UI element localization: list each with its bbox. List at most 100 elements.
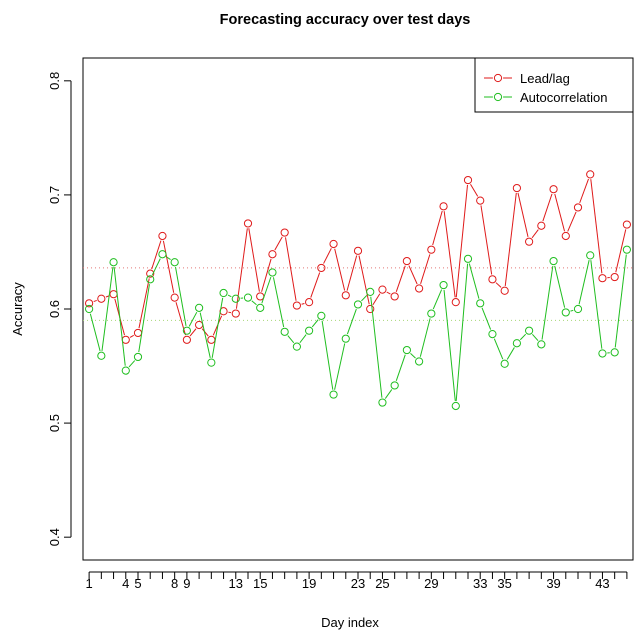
series-0-segment: [105, 295, 110, 298]
series-1-segment: [541, 265, 554, 340]
series-0-point: [598, 274, 607, 283]
series-0-segment: [386, 291, 391, 295]
legend-label: Lead/lag: [520, 71, 570, 86]
series-1-point: [512, 339, 521, 348]
series-1-segment: [151, 258, 161, 276]
series-0-point: [195, 320, 204, 330]
series-0-segment: [274, 236, 283, 251]
x-tick-label: 33: [473, 576, 487, 591]
series-1-point: [561, 308, 570, 317]
series-0-segment: [129, 334, 134, 338]
y-tick-label: 0.6: [47, 300, 62, 318]
series-1-segment: [346, 308, 357, 335]
series-0-point: [158, 231, 167, 241]
mean-lines: [83, 267, 633, 321]
series-0-point: [121, 335, 130, 344]
series-1-point: [390, 381, 399, 390]
series-0-segment: [455, 184, 469, 298]
series-1-segment: [554, 265, 566, 308]
series-1-point: [573, 304, 583, 314]
series-0-point: [439, 202, 448, 211]
series-1-point: [219, 288, 228, 298]
series-1-segment: [199, 312, 211, 358]
series-0-point: [561, 231, 570, 241]
series-0-point: [85, 299, 94, 308]
series-0-segment: [372, 293, 381, 306]
legend: Lead/lag Autocorrelation: [474, 57, 634, 113]
series-1-segment: [272, 277, 285, 328]
series-0-segment: [615, 229, 627, 273]
series-0-point: [451, 298, 460, 307]
series-1-point: [158, 250, 167, 259]
series-1-point: [415, 357, 424, 366]
series-1-point: [622, 245, 631, 254]
series-1: [85, 245, 631, 411]
series-1-segment: [481, 307, 492, 330]
series-0-point: [390, 292, 399, 301]
series-1-segment: [361, 295, 368, 302]
series-1-point: [537, 340, 546, 349]
series-1-point: [353, 300, 363, 309]
series-0-segment: [395, 265, 406, 292]
y-axis-label: Accuracy: [10, 282, 25, 336]
series-0-point: [329, 239, 338, 249]
series-0-point: [476, 196, 485, 205]
series-1-point: [256, 303, 265, 312]
series-1-segment: [311, 319, 319, 328]
series-1-segment: [432, 289, 443, 310]
series-0-point: [280, 228, 289, 237]
series-0-point: [133, 328, 143, 338]
series-1-segment: [166, 256, 171, 260]
series-0-segment: [590, 179, 603, 274]
series-1-point: [85, 304, 94, 314]
series-0-point: [415, 284, 424, 293]
series-1-segment: [287, 335, 295, 344]
series-0-segment: [162, 240, 175, 293]
series-0-segment: [567, 211, 577, 232]
series-1-point: [195, 303, 204, 312]
legend-swatch-point: [493, 73, 503, 83]
series-1-point: [341, 334, 350, 343]
legend-box: [474, 57, 634, 113]
series-1-segment: [455, 263, 469, 402]
series-1-segment: [370, 296, 383, 398]
series-0-segment: [480, 205, 493, 275]
series-0-point: [549, 185, 558, 194]
series-0-segment: [301, 302, 305, 305]
series-1-point: [305, 326, 314, 335]
series-0-point: [427, 245, 436, 254]
series-1-segment: [138, 284, 150, 353]
series-0-point: [317, 263, 326, 273]
series-0-segment: [432, 210, 443, 246]
series-1-segment: [532, 333, 539, 342]
x-tick-label: 35: [497, 576, 511, 591]
y-tick-label: 0.8: [47, 72, 62, 90]
series-0-segment: [408, 265, 418, 285]
series-0-point: [622, 220, 631, 229]
series-0-segment: [310, 272, 321, 298]
x-axis-label: Day index: [321, 615, 379, 630]
x-tick-label: 29: [424, 576, 438, 591]
series-0-point: [366, 304, 375, 314]
series-1-segment: [89, 313, 101, 352]
series-0-point: [256, 292, 265, 301]
series-1-point: [292, 342, 301, 351]
series-1-point: [488, 330, 497, 339]
series-0-point: [146, 269, 155, 278]
y-tick-label: 0.7: [47, 186, 62, 204]
series-1-point: [439, 280, 448, 290]
series-0-segment: [138, 278, 150, 329]
series-1-segment: [227, 294, 232, 298]
series-0-segment: [443, 211, 456, 298]
x-tick-label: 1: [85, 576, 92, 591]
series-0-segment: [189, 328, 197, 337]
series-1-point: [525, 326, 534, 335]
series-0-segment: [470, 184, 479, 197]
x-tick-label: 8: [171, 576, 178, 591]
series-0-point: [341, 291, 350, 300]
series-1-segment: [395, 354, 406, 381]
x-tick-label: 19: [302, 576, 316, 591]
series-0-segment: [531, 229, 539, 239]
series-1-point: [280, 327, 289, 336]
